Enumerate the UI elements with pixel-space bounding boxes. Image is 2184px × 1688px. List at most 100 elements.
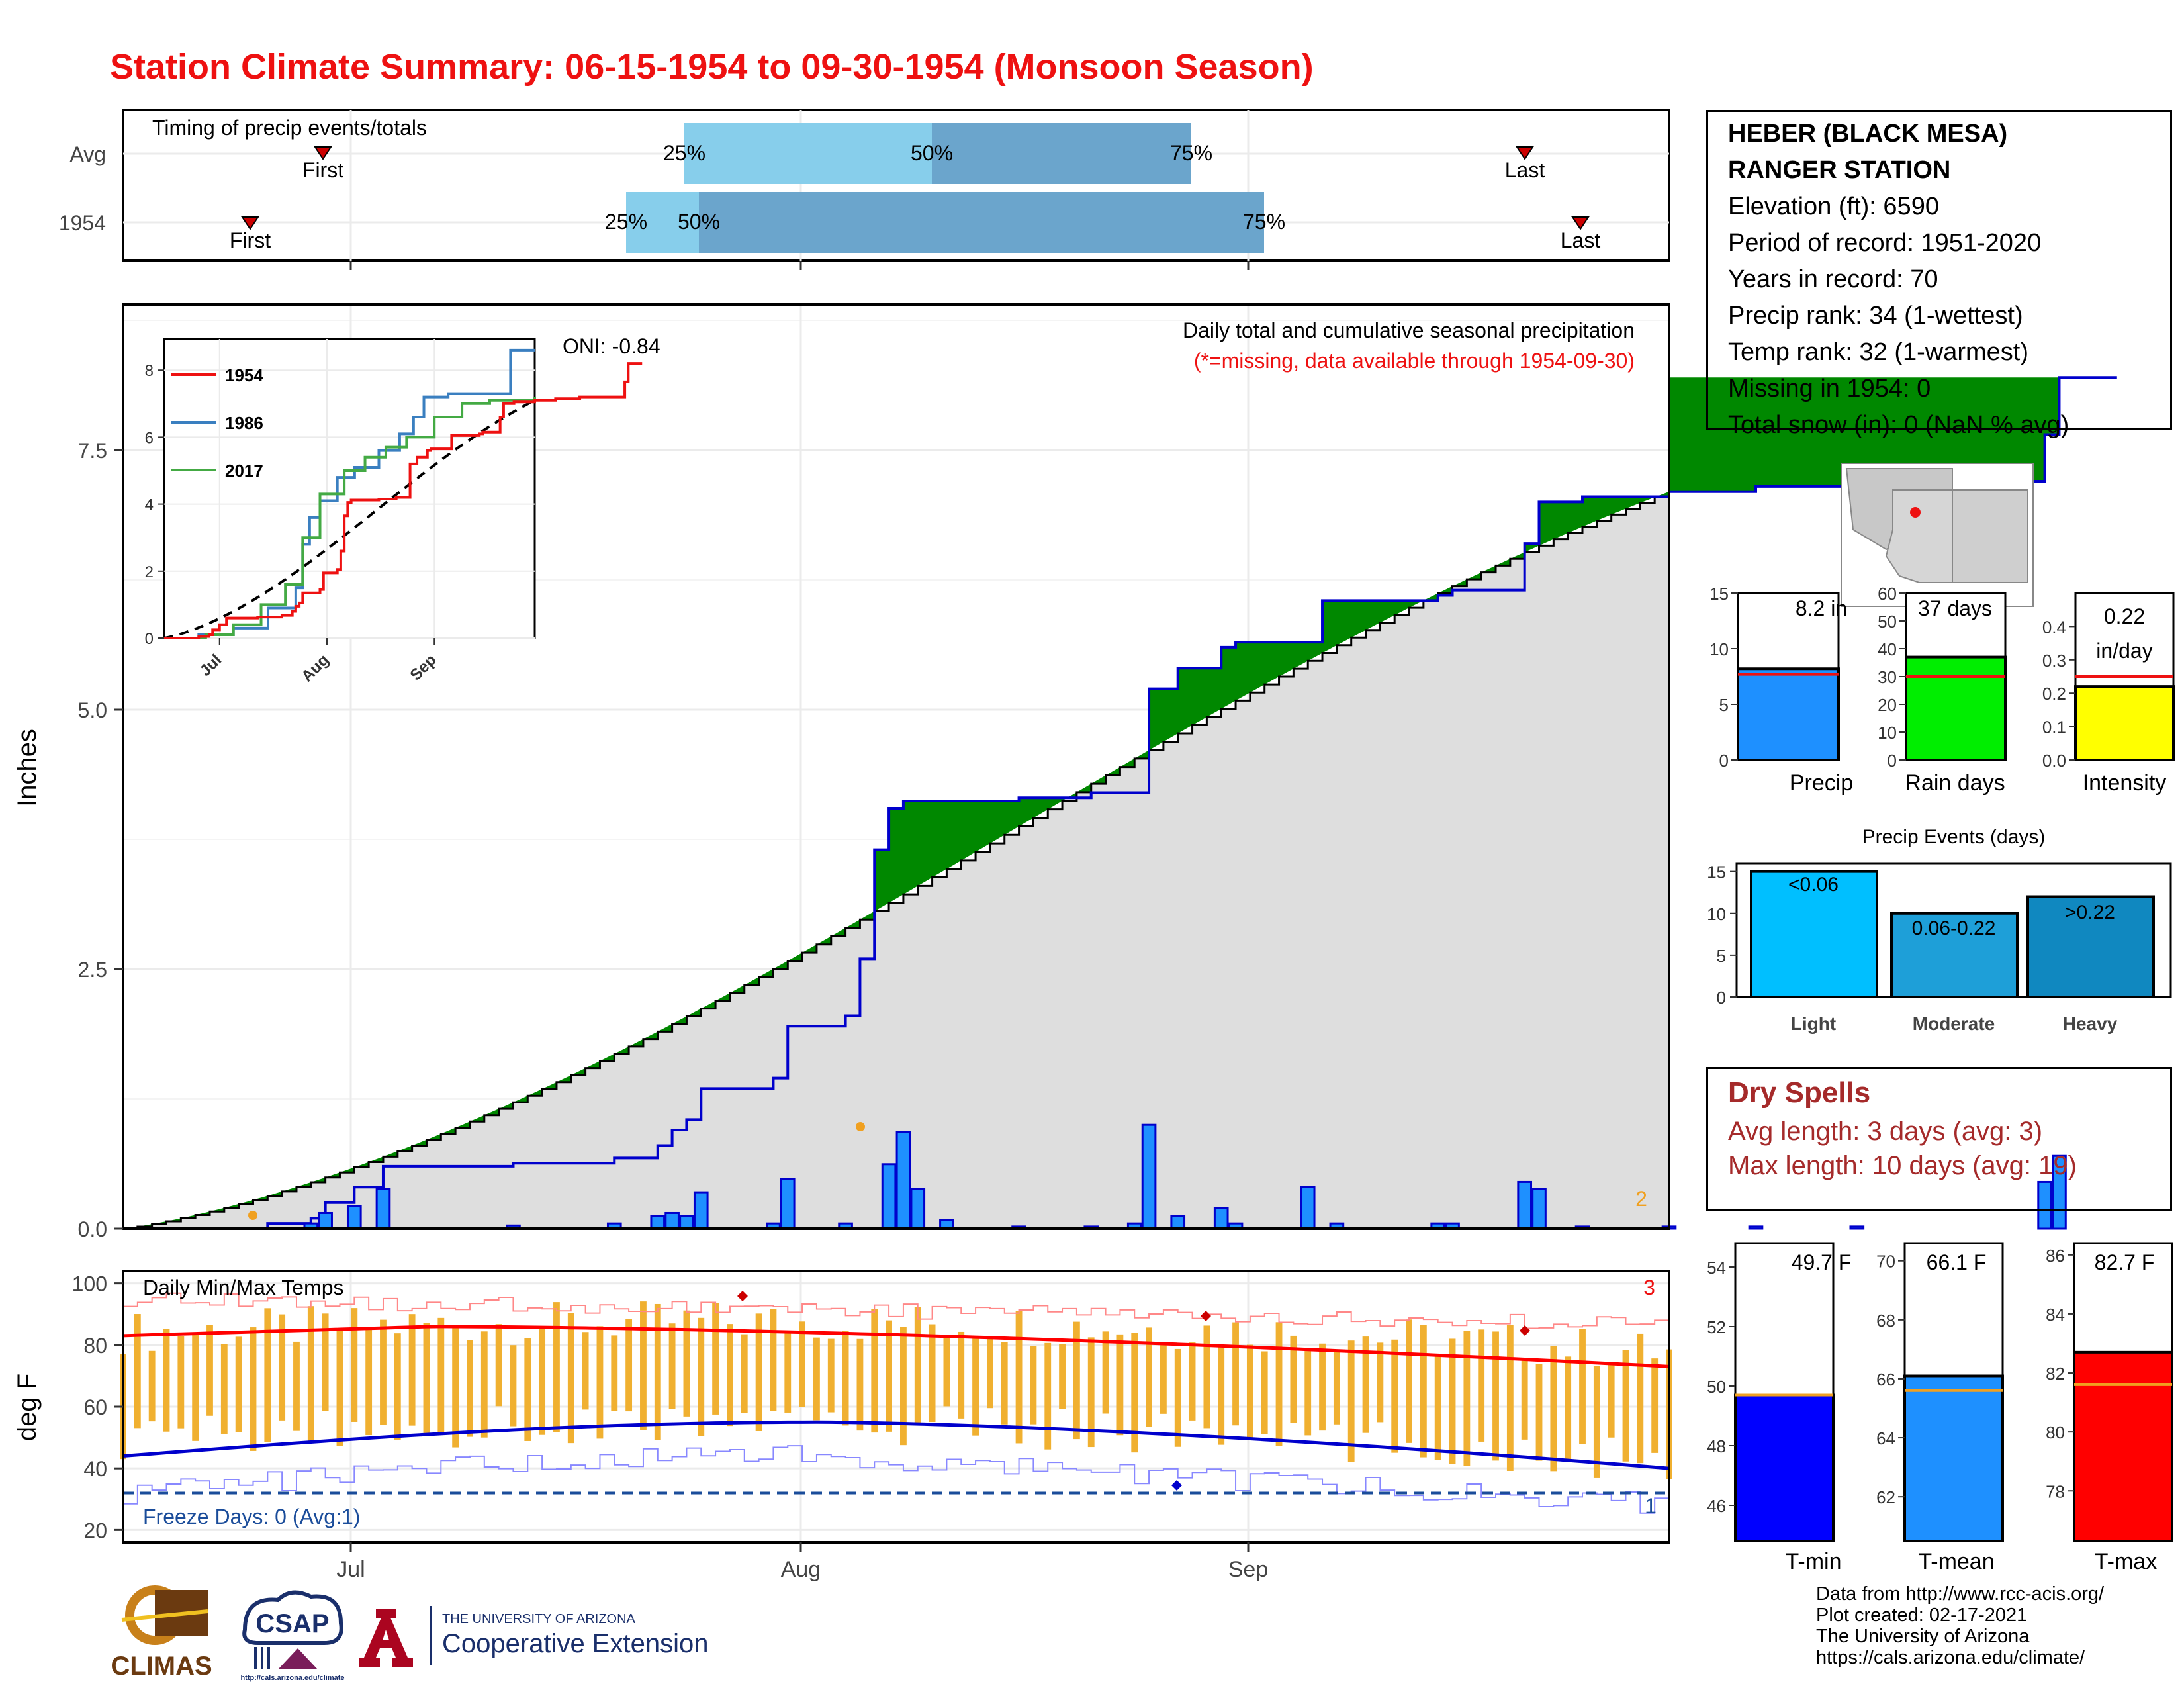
inset-y-tick-label: 8: [145, 362, 154, 380]
daily-temp-bar: [1275, 1322, 1283, 1447]
daily-temp-bar: [1449, 1338, 1456, 1464]
oni-label: ONI: -0.84: [563, 334, 660, 358]
temp-label-tmin: T-min: [1786, 1549, 1842, 1574]
daily-temp-bar: [1535, 1364, 1543, 1461]
daily-temp-bar: [423, 1323, 430, 1433]
temp-panel: 20 40 60 80 100 deg F Daily Min/Max Temps Fr…: [13, 1270, 1672, 1582]
csap-logo-url: http://cals.arizona.edu/climate: [240, 1674, 344, 1682]
timing-year-first-label: First: [230, 228, 271, 252]
timing-avg-q75: 75%: [1170, 141, 1212, 165]
daily-temp-bars: [120, 1301, 1672, 1479]
daily-temp-bar: [929, 1324, 936, 1423]
daily-temp-bar: [1506, 1325, 1514, 1471]
daily-precip-bar: [2037, 1180, 2052, 1230]
daily-temp-bar: [1131, 1333, 1138, 1453]
timing-title: Timing of precip events/totals: [152, 116, 427, 140]
station-missing: Missing in 1954: 0: [1728, 375, 1931, 402]
daily-temp-bar: [510, 1345, 517, 1427]
daily-temp-bar: [307, 1306, 314, 1442]
daily-temp-bar: [1608, 1363, 1615, 1438]
daily-temp-bar: [1059, 1344, 1066, 1409]
raindays-summary-y-tick-label: 20: [1878, 695, 1897, 715]
inset-legend-2017: 2017: [225, 461, 263, 481]
events-y-tick-label: 5: [1717, 946, 1726, 966]
tmean-summary-bar: [1903, 1374, 2004, 1543]
temp-y-tick-label: 60: [83, 1395, 107, 1419]
daily-temp-bar: [365, 1329, 373, 1436]
tmax-summary-y-tick-label: 78: [2046, 1481, 2065, 1501]
daily-temp-bar: [799, 1321, 806, 1407]
daily-temp-bar: [1246, 1344, 1253, 1440]
summary-value-intensity-line2: in/day: [2096, 639, 2152, 663]
daily-temp-bar: [1146, 1327, 1152, 1427]
daily-precip-bar: [1300, 1186, 1316, 1230]
temp-y-tick-label: 20: [83, 1519, 107, 1542]
temp-summary-bars: 46 48 50 52 54 62 64 66 68 70 78 80 82 84 86: [1707, 1242, 2173, 1543]
daily-temp-bar: [1232, 1322, 1239, 1426]
daily-temp-bar: [1319, 1343, 1326, 1431]
daily-temp-bar: [582, 1332, 589, 1410]
precip-summary-y-tick-label: 5: [1719, 695, 1729, 715]
daily-temp-bar: [467, 1340, 473, 1437]
station-snow: Total snow (in): 0 (NaN % avg): [1728, 411, 2070, 439]
daily-temp-bar: [698, 1317, 705, 1436]
record-max-marker-3: [1520, 1325, 1530, 1336]
timing-avg-last-marker: [1516, 146, 1534, 160]
station-temp-rank: Temp rank: 32 (1-warmest): [1728, 338, 2029, 366]
x-tick-aug: Aug: [781, 1557, 821, 1582]
map-state-new-mexico: [1952, 489, 2028, 583]
daily-precip-bar: [1170, 1215, 1186, 1230]
precip-y-tick-label: 5.0: [78, 698, 107, 722]
inset-frame: [163, 338, 536, 639]
daily-precip-bar: [650, 1215, 666, 1230]
daily-precip-bar: [318, 1211, 333, 1230]
daily-temp-bar: [842, 1331, 849, 1426]
daily-temp-bar: [596, 1326, 604, 1439]
raindays-summary-y-tick-label: 30: [1878, 667, 1897, 687]
inset-series-1954-line: [164, 362, 643, 639]
daily-temp-bar: [958, 1331, 965, 1419]
daily-temp-bar: [1261, 1351, 1268, 1434]
daily-temp-bar: [1030, 1346, 1037, 1425]
precip-summary-y-tick-label: 10: [1709, 639, 1729, 659]
daily-temp-bar: [900, 1327, 907, 1446]
ua-coop-extension-logo: THE UNIVERSITY OF ARIZONA Cooperative Ex…: [357, 1602, 741, 1668]
daily-temp-bar: [1102, 1331, 1109, 1414]
daily-temp-bar: [1203, 1325, 1210, 1429]
daily-temp-bar: [611, 1335, 618, 1411]
daily-temp-bar: [279, 1314, 286, 1421]
record-min-marker-1: [1171, 1480, 1182, 1491]
daily-temp-bar: [1565, 1356, 1572, 1461]
timing-year-25-50: [626, 192, 699, 253]
events-label-moderate: Moderate: [1913, 1013, 1995, 1034]
station-period: Period of record: 1951-2020: [1728, 229, 2042, 257]
daily-temp-bar: [755, 1313, 762, 1432]
daily-temp-bar: [668, 1323, 676, 1409]
intensity-summary-y-tick-label: 0.3: [2042, 651, 2066, 671]
daily-temp-bar: [148, 1350, 156, 1422]
tmax-summary-y-tick-label: 86: [2046, 1246, 2065, 1266]
daily-temp-bar: [480, 1331, 488, 1438]
daily-temp-bar: [1073, 1321, 1080, 1440]
daily-temp-bar: [770, 1309, 777, 1411]
daily-precip-bar: [780, 1178, 796, 1230]
daily-precip-bar: [664, 1211, 680, 1230]
daily-temp-bar: [1174, 1348, 1181, 1447]
daily-precip-bar: [895, 1131, 911, 1230]
precip-summary-bar: [1737, 667, 1840, 761]
events-bar: [2026, 895, 2155, 998]
tmin-summary-bar: [1734, 1393, 1835, 1542]
daily-temp-bar: [134, 1314, 141, 1429]
timing-year-last-label: Last: [1561, 228, 1601, 252]
temp-y-tick-label: 100: [72, 1272, 107, 1296]
temp-value-tmean: 66.1 F: [1927, 1250, 1987, 1274]
daily-temp-bar: [1622, 1350, 1629, 1462]
x-tick-sep: Sep: [1228, 1557, 1269, 1582]
precip-panel-frame: [122, 303, 1670, 1230]
station-elevation: Elevation (ft): 6590: [1728, 193, 1939, 220]
daily-temp-bar: [914, 1307, 921, 1425]
daily-temp-bar: [293, 1341, 300, 1431]
daily-temp-bar: [871, 1309, 878, 1433]
footer-line3: The University of Arizona: [1816, 1626, 2030, 1647]
daily-temp-bar: [163, 1329, 170, 1432]
